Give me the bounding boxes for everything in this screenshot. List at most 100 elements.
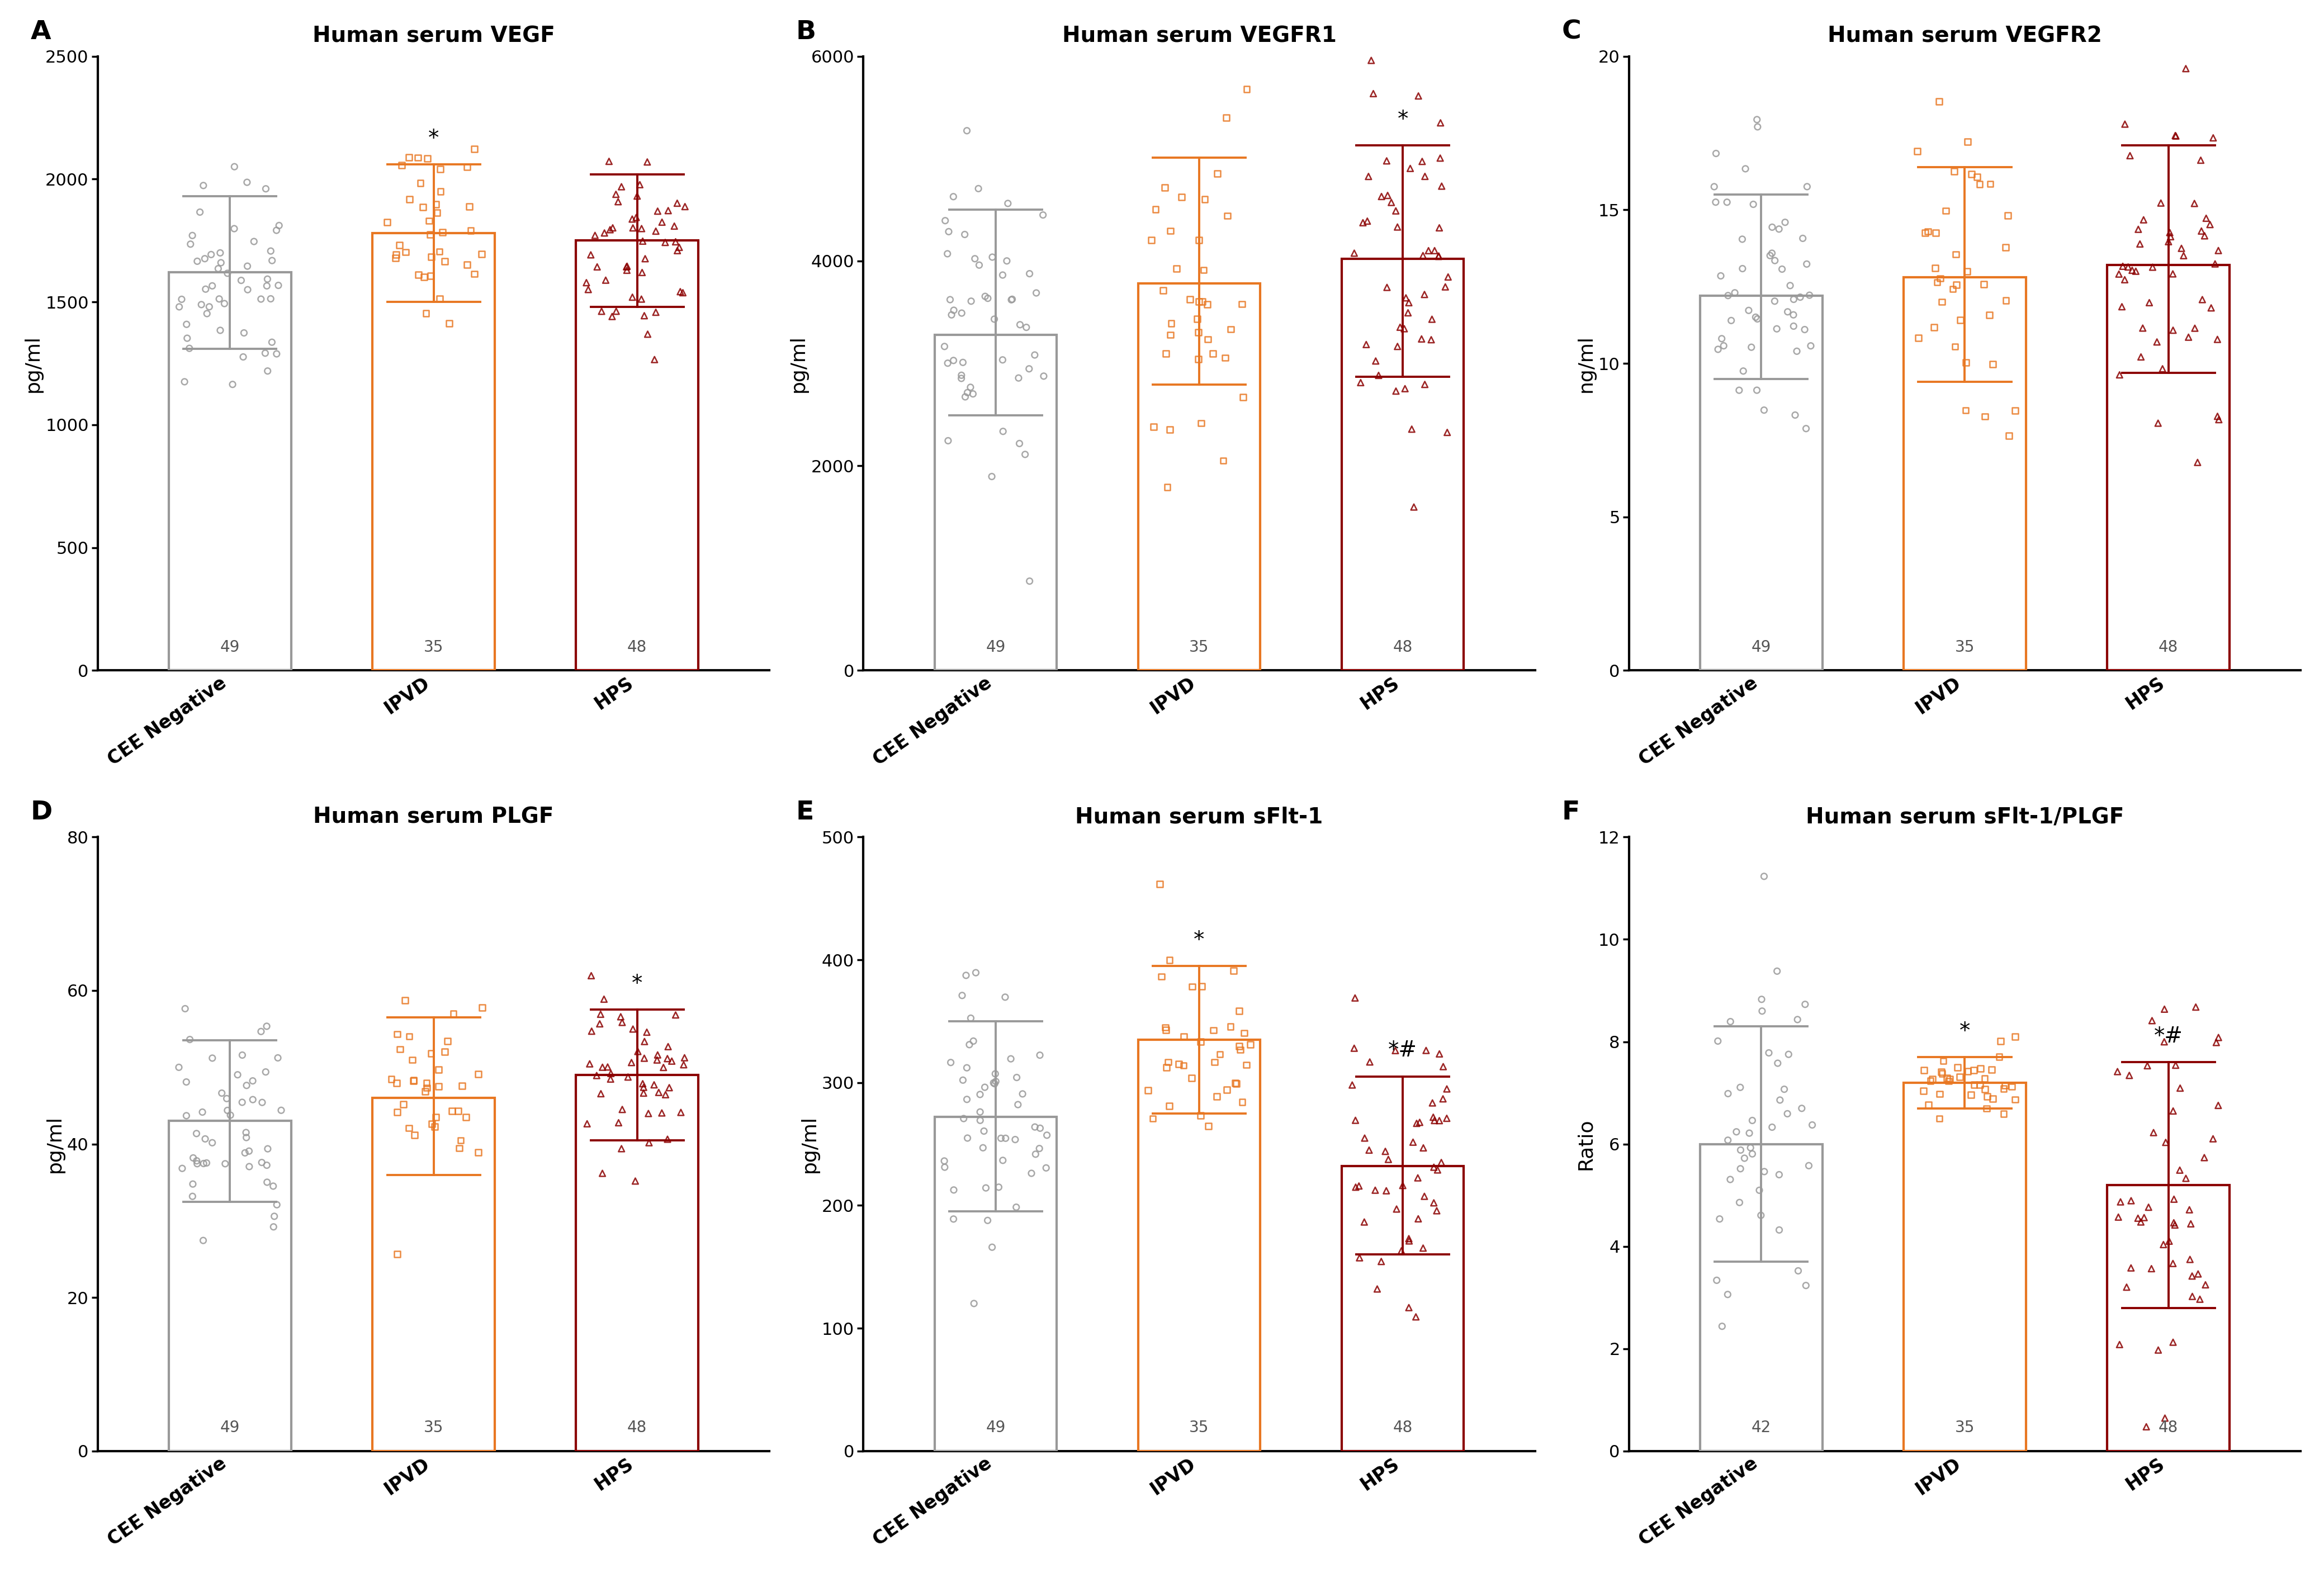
- Bar: [576, 1074, 697, 1452]
- Point: [2106, 267, 2143, 293]
- Point: [946, 1106, 983, 1131]
- Point: [1150, 1093, 1188, 1118]
- Point: [260, 272, 297, 297]
- Point: [583, 1081, 621, 1106]
- Point: [604, 1096, 641, 1122]
- Point: [1013, 1161, 1050, 1186]
- Point: [444, 1073, 481, 1098]
- Point: [1183, 1103, 1220, 1128]
- Point: [188, 300, 225, 326]
- Point: [246, 341, 284, 367]
- Point: [1211, 1015, 1248, 1040]
- Point: [2201, 1026, 2238, 1051]
- Point: [1750, 1040, 1787, 1065]
- Point: [964, 1136, 1002, 1161]
- Point: [2187, 223, 2224, 249]
- Point: [1404, 242, 1441, 267]
- Point: [637, 348, 674, 373]
- Point: [2138, 329, 2175, 354]
- Point: [1734, 192, 1771, 217]
- Point: [1420, 216, 1457, 241]
- Point: [1181, 319, 1218, 344]
- Point: [602, 1136, 639, 1161]
- Point: [1220, 1033, 1257, 1059]
- Point: [2199, 404, 2236, 429]
- Point: [1697, 190, 1734, 216]
- Point: [2194, 1126, 2231, 1151]
- Point: [207, 1151, 244, 1177]
- Point: [946, 384, 983, 409]
- Point: [2161, 1076, 2199, 1101]
- Point: [927, 208, 964, 233]
- Point: [407, 1079, 444, 1104]
- Point: [395, 1123, 432, 1148]
- Point: [1950, 129, 1987, 154]
- Point: [1369, 182, 1406, 208]
- Point: [1425, 1054, 1462, 1079]
- Point: [1408, 1038, 1446, 1063]
- Bar: [576, 241, 697, 670]
- Point: [395, 1068, 432, 1093]
- Point: [934, 297, 971, 322]
- Point: [1973, 1057, 2010, 1082]
- Point: [1404, 1136, 1441, 1161]
- Point: [625, 304, 662, 329]
- Point: [2185, 1145, 2222, 1170]
- Point: [934, 348, 971, 373]
- Point: [1362, 1249, 1399, 1274]
- Point: [990, 190, 1027, 216]
- Point: [379, 1100, 416, 1125]
- Point: [2154, 1210, 2192, 1235]
- Point: [1401, 1111, 1439, 1136]
- Point: [1348, 209, 1385, 234]
- Point: [1425, 1087, 1462, 1112]
- Point: [2187, 206, 2224, 231]
- Point: [586, 986, 623, 1011]
- Point: [1966, 1066, 2003, 1092]
- Text: *: *: [1195, 930, 1204, 950]
- Point: [948, 1087, 985, 1112]
- Text: 35: 35: [423, 639, 444, 654]
- Point: [2117, 258, 2154, 283]
- Point: [256, 1214, 293, 1240]
- Point: [925, 1148, 962, 1173]
- Point: [1727, 1145, 1764, 1170]
- Point: [1973, 1087, 2010, 1112]
- Point: [618, 1038, 655, 1063]
- Point: [625, 1029, 662, 1054]
- Point: [992, 288, 1030, 313]
- Point: [456, 261, 493, 286]
- Point: [1734, 335, 1771, 360]
- Point: [1174, 1065, 1211, 1090]
- Point: [258, 1192, 295, 1218]
- Point: [934, 184, 971, 209]
- Point: [1420, 244, 1457, 269]
- Point: [430, 311, 467, 337]
- Point: [974, 1235, 1011, 1260]
- Point: [2101, 261, 2138, 286]
- Point: [1738, 307, 1776, 332]
- Point: [390, 187, 428, 212]
- Point: [2157, 123, 2194, 148]
- Point: [576, 223, 614, 249]
- Point: [1703, 326, 1741, 351]
- Point: [930, 351, 967, 376]
- Point: [1745, 1159, 1783, 1184]
- Point: [2119, 1205, 2157, 1230]
- Point: [1429, 1106, 1466, 1131]
- Point: [1982, 1029, 2020, 1054]
- Point: [1378, 333, 1415, 359]
- Point: [658, 1002, 695, 1027]
- Point: [1766, 1076, 1803, 1101]
- Point: [1759, 217, 1796, 242]
- Point: [1948, 258, 1985, 283]
- Point: [1910, 219, 1948, 244]
- Point: [948, 381, 985, 406]
- Point: [202, 318, 239, 343]
- Point: [253, 330, 290, 355]
- Point: [634, 1073, 672, 1098]
- Point: [593, 217, 630, 242]
- Point: [2175, 190, 2212, 216]
- Point: [586, 220, 623, 245]
- Point: [1199, 160, 1236, 186]
